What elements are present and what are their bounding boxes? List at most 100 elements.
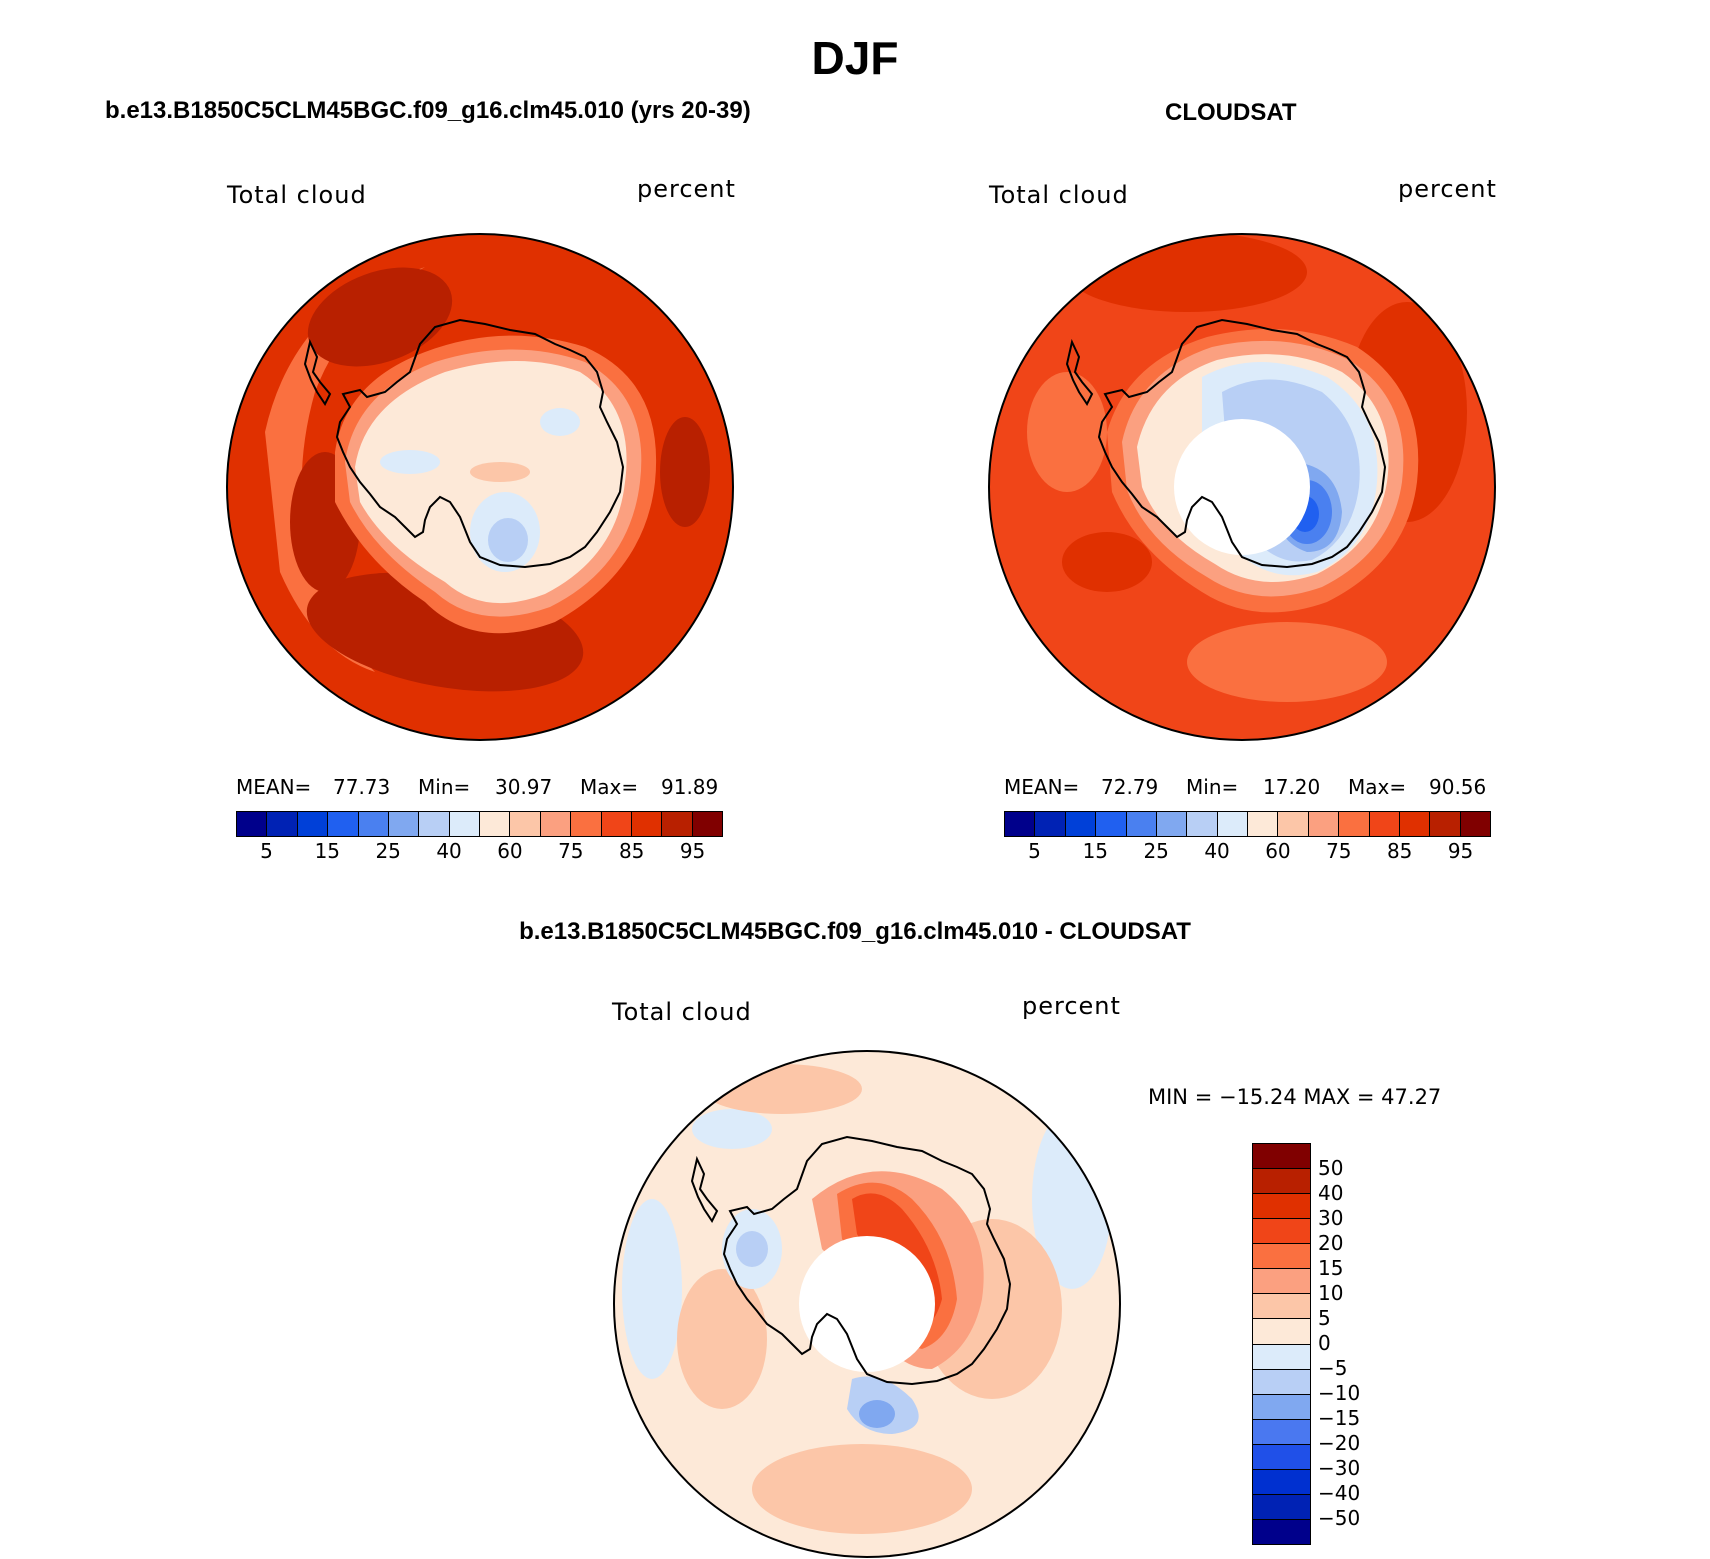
colorbar-swatch xyxy=(1126,812,1157,836)
colorbar-tick-label: 0 xyxy=(1318,1331,1331,1355)
antarctica-coastline xyxy=(1097,318,1387,569)
colorbar-tick-label: −5 xyxy=(1318,1356,1348,1380)
panel-diff-minmax: MIN = −15.24 MAX = 47.27 xyxy=(1148,1085,1442,1109)
antarctica-coastline xyxy=(335,318,625,569)
colorbar-tick-label: 40 xyxy=(1204,839,1230,863)
colorbar-swatch xyxy=(1253,1493,1310,1519)
colorbar-difference-swatches xyxy=(1252,1143,1311,1545)
colorbar-tick-label: 25 xyxy=(1143,839,1169,863)
colorbar-swatch xyxy=(1339,812,1370,836)
colorbar-tick-label: 15 xyxy=(314,839,341,863)
colorbar-swatch xyxy=(328,812,359,836)
panel-obs-max-value: 90.56 xyxy=(1429,775,1487,799)
colorbar-tick-label: 60 xyxy=(497,839,523,863)
antarctic-peninsula-outline xyxy=(1065,338,1094,406)
colorbar-swatch xyxy=(540,812,572,836)
colorbar-tick-label: 85 xyxy=(618,839,645,863)
colorbar-swatch xyxy=(449,812,480,836)
colorbar-swatch xyxy=(1253,1144,1310,1169)
colorbar-swatch xyxy=(297,812,329,836)
panel-obs-mean-value: 72.79 xyxy=(1101,775,1159,799)
colorbar-swatch xyxy=(1253,1343,1310,1369)
colorbar-tick-label: 50 xyxy=(1318,1156,1344,1180)
colorbar-swatch xyxy=(1217,812,1248,836)
panel-obs-title: CLOUDSAT xyxy=(1165,99,1297,126)
colorbar-swatch xyxy=(1253,1293,1310,1319)
colorbar-tick-label: 5 xyxy=(1028,839,1041,863)
panel-model-title: b.e13.B1850C5CLM45BGC.f09_g16.clm45.010 … xyxy=(105,97,751,124)
colorbar-swatch xyxy=(1369,812,1400,836)
colorbar-tick-label: 5 xyxy=(1318,1306,1331,1330)
colorbar-swatch xyxy=(1253,1193,1310,1219)
cloud-moderate-region-1 xyxy=(1187,622,1387,702)
colorbar-swatch xyxy=(1156,812,1188,836)
colorbar-swatch xyxy=(267,812,298,836)
colorbar-swatch xyxy=(480,812,511,836)
moderate-cloud-band xyxy=(470,462,530,482)
colorbar-tick-label: 5 xyxy=(260,839,273,863)
panel-model-min-value: 30.97 xyxy=(495,775,553,799)
colorbar-tick-label: 10 xyxy=(1318,1281,1344,1305)
no-data-hole xyxy=(1174,419,1310,555)
colorbar-tick-label: −30 xyxy=(1318,1456,1361,1480)
colorbar-difference xyxy=(1252,1143,1311,1545)
colorbar-tick-label: 60 xyxy=(1265,839,1291,863)
panel-model-mean-value: 77.73 xyxy=(333,775,391,799)
colorbar-tick-label: −20 xyxy=(1318,1431,1361,1455)
positive-region-3 xyxy=(677,1269,767,1409)
colorbar-tick-label: 85 xyxy=(1386,839,1413,863)
colorbar-swatch xyxy=(1253,1368,1310,1394)
colorbar-swatch xyxy=(1460,812,1490,836)
colorbar-swatch xyxy=(1253,1318,1310,1344)
colorbar-swatch xyxy=(1253,1418,1310,1444)
antarctic-peninsula-outline xyxy=(690,1155,719,1223)
map-difference-total-cloud xyxy=(613,1050,1121,1558)
panel-model-max-value: 91.89 xyxy=(661,775,719,799)
colorbar-swatch xyxy=(601,812,632,836)
colorbar-swatch xyxy=(1399,812,1431,836)
cloud-moderate-region-2 xyxy=(1027,372,1107,492)
positive-region-2 xyxy=(752,1444,972,1534)
colorbar-swatch xyxy=(1253,1393,1310,1419)
cloud-high-region-2 xyxy=(1067,234,1307,312)
colorbar-tick-label: 95 xyxy=(679,839,706,863)
colorbar-tick-label: 30 xyxy=(1318,1206,1344,1230)
colorbar-swatch xyxy=(1248,812,1279,836)
map-boundary xyxy=(988,233,1496,741)
colorbar-swatch xyxy=(1253,1168,1310,1194)
colorbar-tick-label: −15 xyxy=(1318,1406,1361,1430)
no-data-hole xyxy=(799,1236,935,1372)
colorbar-obs-swatches xyxy=(1004,811,1491,837)
colorbar-tick-label: −10 xyxy=(1318,1381,1361,1405)
figure-title: DJF xyxy=(811,32,899,84)
colorbar-tick-label: 25 xyxy=(375,839,401,863)
panel-model-min-label: Min= xyxy=(418,775,471,799)
map-cloudsat-total-cloud xyxy=(988,233,1496,741)
colorbar-tick-label: −50 xyxy=(1318,1506,1361,1530)
panel-obs-variable: Total cloud xyxy=(989,181,1129,209)
positive-region-1 xyxy=(702,1064,862,1114)
colorbar-obs: 5 15 25 40 60 75 85 95 xyxy=(1004,811,1491,865)
panel-obs-max-label: Max= xyxy=(1348,775,1407,799)
cloud-high-region-3 xyxy=(1062,532,1152,592)
colorbar-obs-ticks: 5 15 25 40 60 75 85 95 xyxy=(1004,837,1491,865)
cloud-max-region-1 xyxy=(307,267,453,367)
antarctic-peninsula-outline xyxy=(303,338,332,406)
colorbar-swatch xyxy=(1253,1243,1310,1269)
low-cloud-region-2 xyxy=(488,518,528,562)
colorbar-swatch xyxy=(1035,812,1066,836)
panel-obs-min-value: 17.20 xyxy=(1263,775,1321,799)
colorbar-model-swatches xyxy=(236,811,723,837)
low-cloud-region-4 xyxy=(380,450,440,474)
negative-region-3 xyxy=(692,1109,772,1149)
negative-region-7 xyxy=(859,1400,895,1428)
colorbar-swatch xyxy=(1278,812,1309,836)
colorbar-swatch xyxy=(692,812,722,836)
colorbar-swatch xyxy=(510,812,541,836)
colorbar-tick-label: 95 xyxy=(1447,839,1474,863)
panel-obs-units: percent xyxy=(1398,175,1497,203)
panel-obs-min-label: Min= xyxy=(1186,775,1239,799)
panel-diff-title: b.e13.B1850C5CLM45BGC.f09_g16.clm45.010 … xyxy=(519,918,1191,945)
panel-diff-variable: Total cloud xyxy=(612,998,752,1026)
colorbar-swatch xyxy=(237,812,268,836)
